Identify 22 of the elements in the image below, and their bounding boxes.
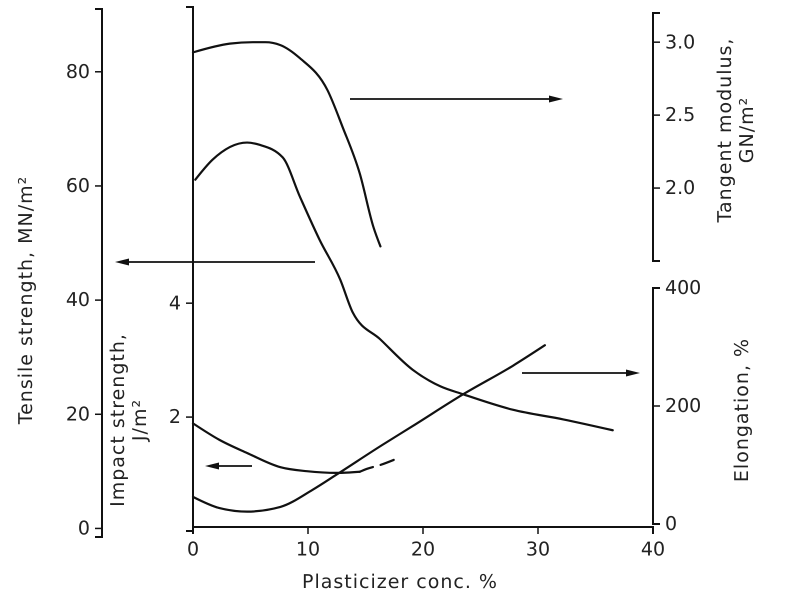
x-tick-label: 30 xyxy=(526,538,550,560)
y2-tick-label: 400 xyxy=(665,277,702,300)
y-tick-label: 0 xyxy=(78,518,90,540)
y-tick-label: 20 xyxy=(66,403,90,426)
y3-tick-label: 4 xyxy=(168,292,181,314)
y2-tick-label: 200 xyxy=(665,395,702,418)
x-tick-label: 20 xyxy=(410,538,436,560)
y-tick-label: 3.0 xyxy=(665,31,696,54)
y-tick-label: 80 xyxy=(66,60,90,83)
x-axis-title: Plasticizer conc. % xyxy=(302,571,498,593)
y-tick-label: 40 xyxy=(66,289,90,312)
y-tick-label: 2.5 xyxy=(665,104,696,126)
y-axis-title: Tensile strength, MN/m² xyxy=(15,176,37,426)
y-tick-label: 2.0 xyxy=(665,177,696,200)
y3-axis-title: Impact strength, J/m² xyxy=(107,333,152,507)
y2-axis-title: Elongation, % xyxy=(731,338,753,482)
y3-tick-label: 2 xyxy=(168,406,181,428)
x-tick-label: 40 xyxy=(640,538,666,560)
x-tick-label: 0 xyxy=(186,538,200,560)
x-tick-label: 10 xyxy=(296,538,320,560)
y-axis-title: Tangent modulus, GN/m² xyxy=(714,38,758,224)
y-tick-label: 60 xyxy=(66,175,90,198)
